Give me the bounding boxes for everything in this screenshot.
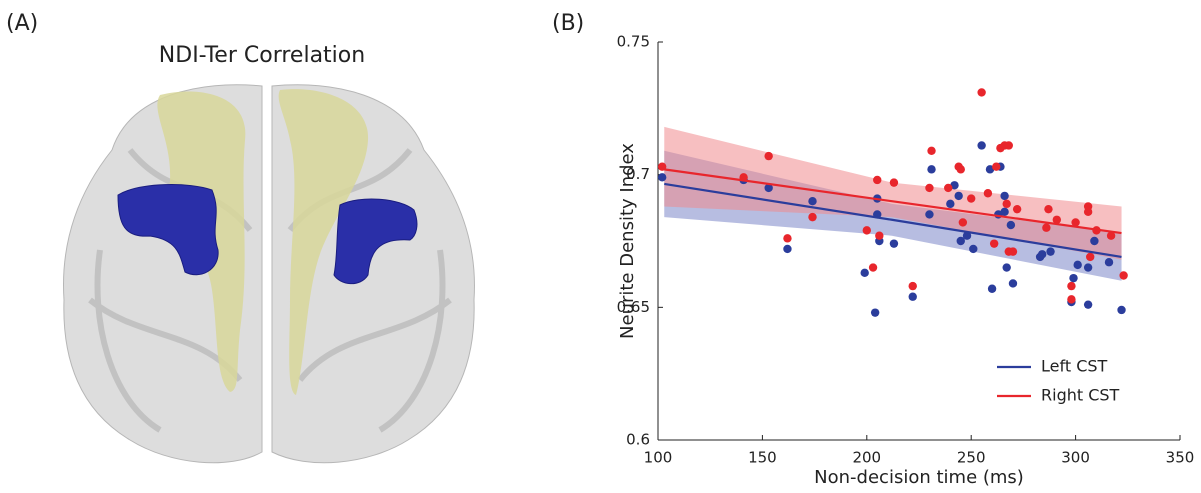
brain-render	[63, 85, 474, 463]
legend-label: Left CST	[1041, 357, 1108, 376]
data-point	[909, 282, 917, 290]
panel-label: (B)	[552, 11, 584, 36]
data-point	[1038, 250, 1046, 258]
data-point	[925, 210, 933, 218]
x-tick-label: 300	[1061, 449, 1090, 467]
data-point	[1046, 247, 1054, 255]
y-tick-label: 0.75	[617, 33, 650, 51]
data-point	[925, 184, 933, 192]
data-point	[1007, 221, 1015, 229]
x-tick-label: 350	[1166, 449, 1195, 467]
brain-title: NDI-Ter Correlation	[159, 43, 365, 68]
data-point	[944, 184, 952, 192]
data-point	[909, 293, 917, 301]
x-tick-label: 250	[957, 449, 986, 467]
data-point	[927, 147, 935, 155]
x-tick-label: 200	[852, 449, 881, 467]
data-point	[764, 152, 772, 160]
y-axis-label: Neurite Density Index	[617, 143, 638, 339]
data-point	[927, 165, 935, 173]
data-point	[890, 178, 898, 186]
data-point	[658, 173, 666, 181]
data-point	[990, 239, 998, 247]
data-point	[969, 245, 977, 253]
legend-label: Right CST	[1041, 386, 1120, 405]
data-point	[1002, 200, 1010, 208]
data-point	[861, 269, 869, 277]
data-point	[988, 285, 996, 293]
data-point	[875, 231, 883, 239]
data-point	[890, 239, 898, 247]
x-tick-label: 100	[644, 449, 673, 467]
data-point	[967, 194, 975, 202]
data-point	[1009, 247, 1017, 255]
data-point	[954, 192, 962, 200]
data-point	[1086, 253, 1094, 261]
data-point	[1073, 261, 1081, 269]
data-point	[1000, 192, 1008, 200]
data-point	[984, 189, 992, 197]
data-point	[1067, 295, 1075, 303]
x-axis-label: Non-decision time (ms)	[814, 467, 1024, 488]
data-point	[959, 218, 967, 226]
panel-label: (A)	[6, 11, 38, 36]
data-point	[1084, 208, 1092, 216]
y-tick-label: 0.6	[626, 431, 650, 449]
data-point	[1044, 205, 1052, 213]
data-point	[871, 308, 879, 316]
data-point	[1090, 237, 1098, 245]
data-point	[1005, 141, 1013, 149]
data-point	[1013, 205, 1021, 213]
data-point	[946, 200, 954, 208]
figure: (A) (B) NDI-Ter Correlation 100 150 200 250…	[0, 0, 1201, 493]
x-tick-label: 150	[748, 449, 777, 467]
data-point	[1084, 300, 1092, 308]
data-point	[808, 197, 816, 205]
data-point	[1105, 258, 1113, 266]
data-point	[1000, 208, 1008, 216]
data-point	[873, 176, 881, 184]
data-point	[977, 141, 985, 149]
data-point	[957, 165, 965, 173]
data-point	[1119, 271, 1127, 279]
data-point	[808, 213, 816, 221]
data-point	[783, 234, 791, 242]
data-point	[1117, 306, 1125, 314]
data-point	[783, 245, 791, 253]
data-point	[1084, 263, 1092, 271]
data-point	[869, 263, 877, 271]
data-point	[1042, 224, 1050, 232]
data-point	[1009, 279, 1017, 287]
data-point	[977, 88, 985, 96]
data-point	[863, 226, 871, 234]
data-point	[992, 163, 1000, 171]
data-point	[1067, 282, 1075, 290]
data-point	[1069, 274, 1077, 282]
data-point	[1002, 263, 1010, 271]
